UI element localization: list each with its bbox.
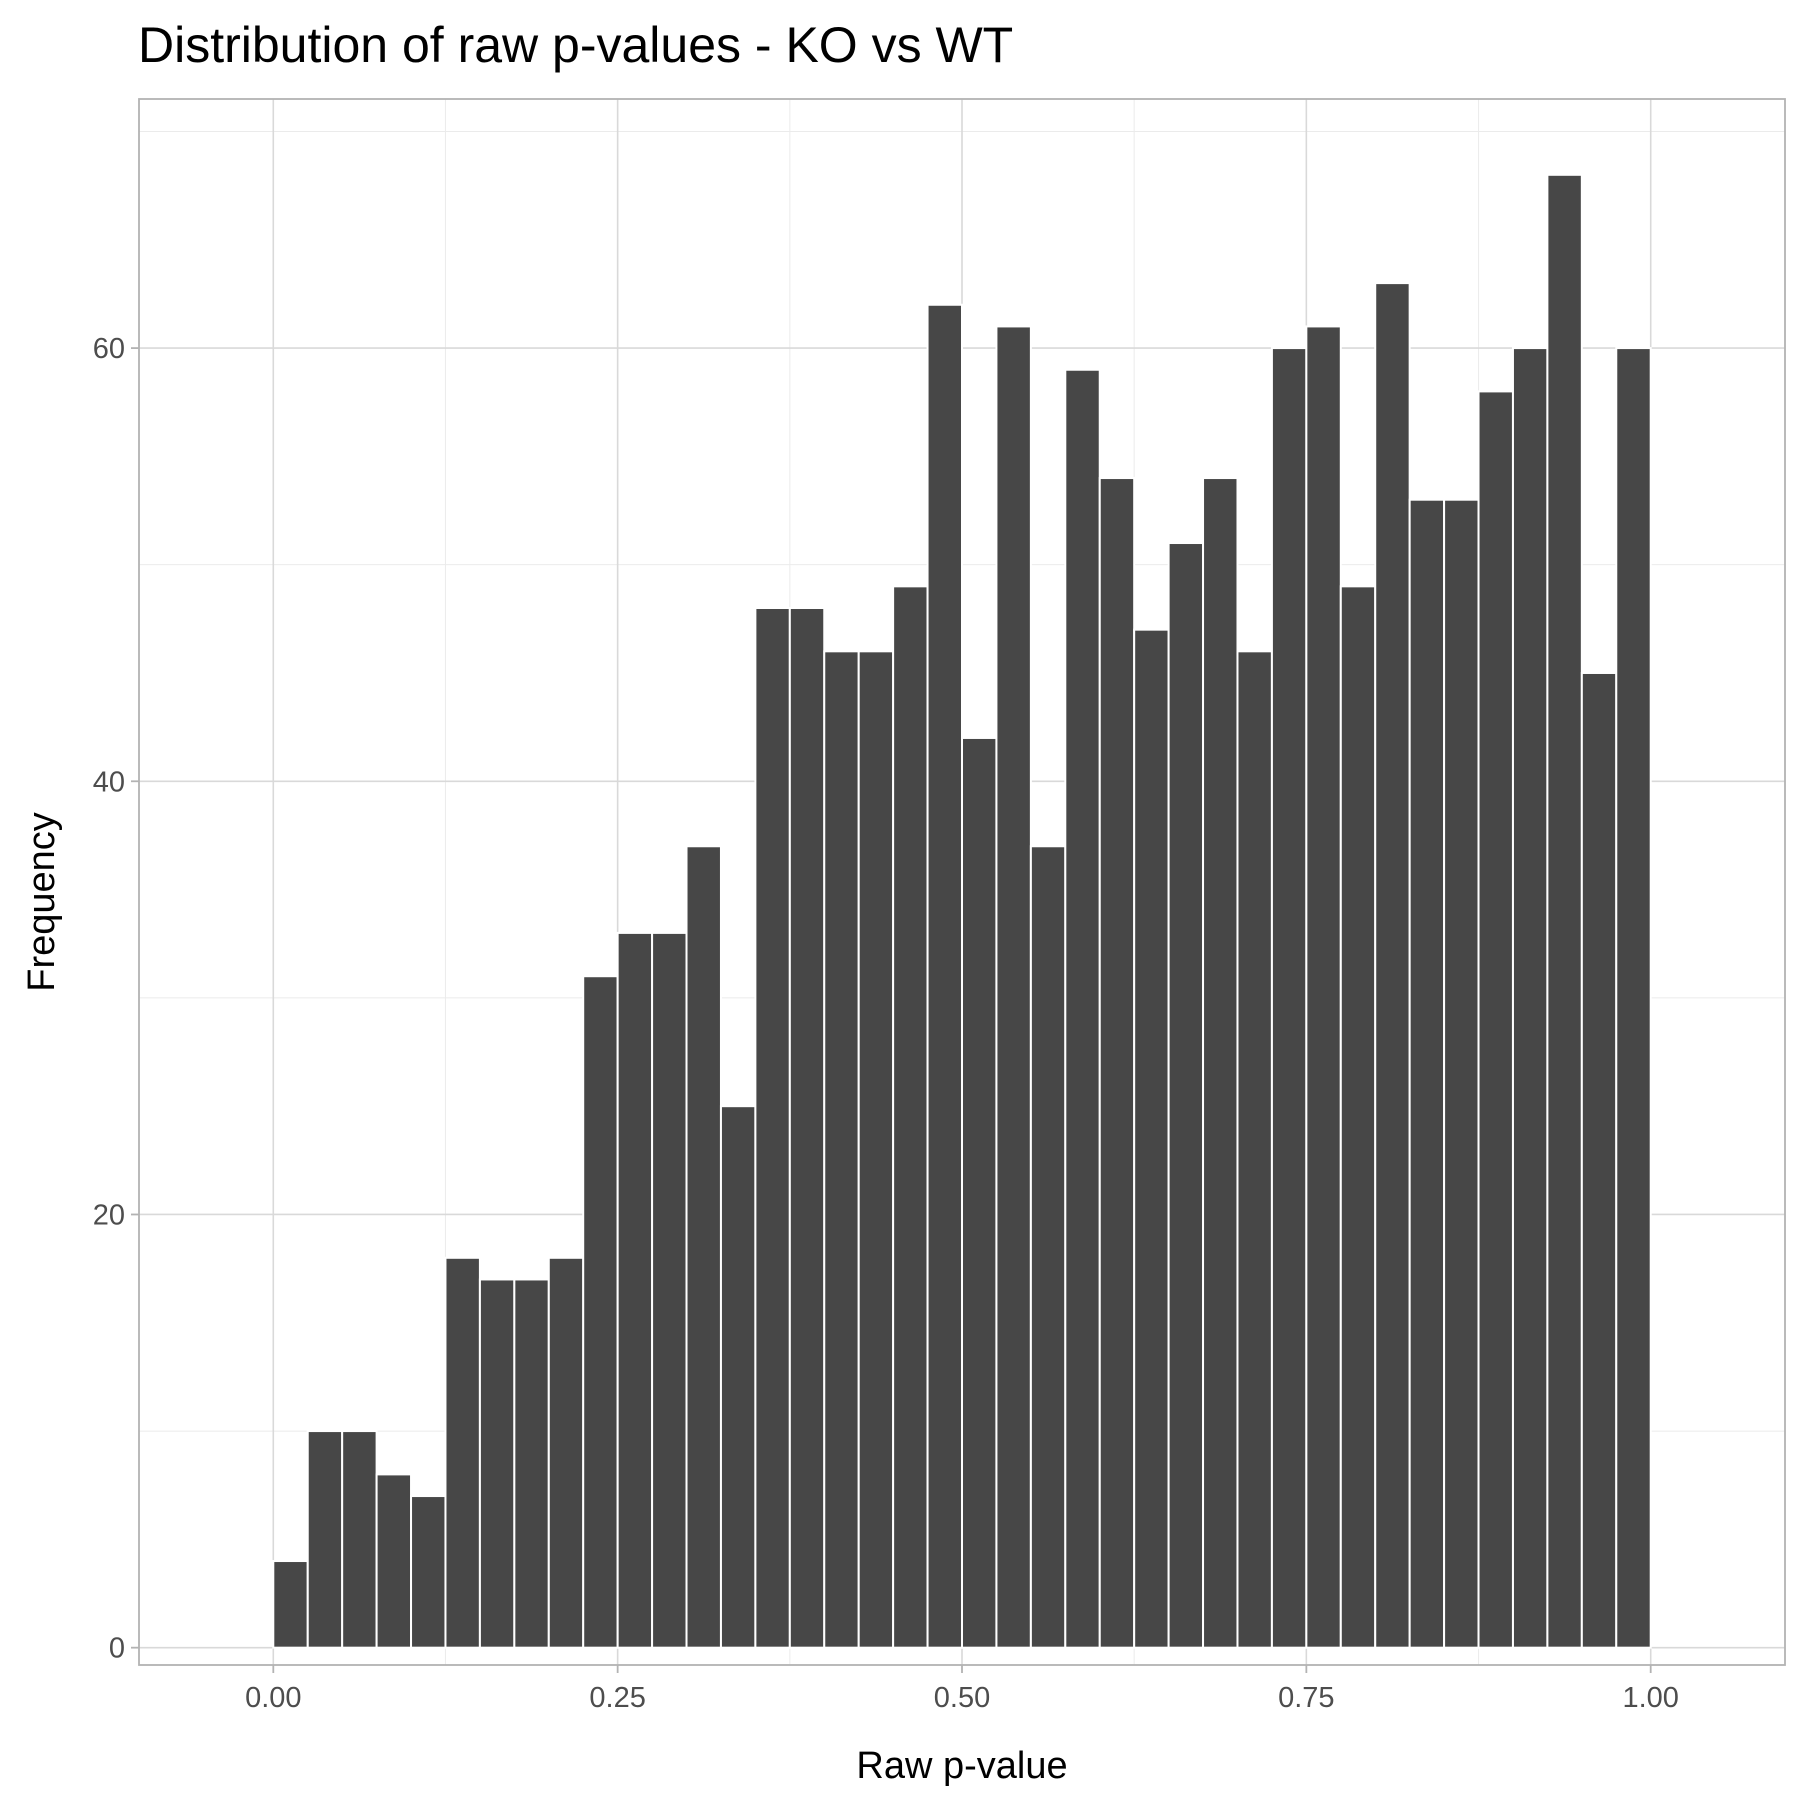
x-tick-label: 0.25 <box>589 1682 645 1714</box>
bar <box>478 1278 516 1649</box>
y-tick-label: 60 <box>93 333 125 365</box>
bar <box>547 1256 585 1649</box>
bar <box>1615 347 1652 1649</box>
bar <box>272 1560 309 1649</box>
bar <box>1270 347 1308 1649</box>
bar <box>1580 671 1618 1649</box>
x-axis: 0.00 0.25 0.50 0.75 1.00 <box>245 1665 1679 1714</box>
bar <box>1133 628 1170 1649</box>
bar <box>1511 347 1549 1649</box>
bar <box>306 1430 344 1649</box>
bar <box>823 650 860 1649</box>
bar <box>1374 282 1411 1649</box>
bar <box>651 931 688 1649</box>
bar <box>788 607 826 1649</box>
x-tick-label: 1.00 <box>1622 1682 1678 1714</box>
bars-group <box>272 173 1652 1649</box>
bar <box>341 1430 378 1649</box>
bar <box>1477 390 1514 1649</box>
bar <box>719 1105 757 1649</box>
bar <box>1098 477 1136 1649</box>
bar <box>410 1495 447 1649</box>
bar <box>1029 845 1067 1649</box>
x-axis-title: Raw p-value <box>856 1745 1067 1787</box>
bar <box>375 1473 413 1649</box>
bar <box>995 325 1032 1649</box>
y-tick-label: 0 <box>109 1633 125 1665</box>
bar <box>857 650 895 1649</box>
bar <box>926 303 964 1649</box>
y-tick-label: 20 <box>93 1199 125 1231</box>
x-tick-label: 0.50 <box>934 1682 990 1714</box>
bar <box>685 845 722 1649</box>
y-axis-title: Frequency <box>21 812 63 992</box>
bar <box>1339 585 1377 1649</box>
y-tick-label: 40 <box>93 766 125 798</box>
bar <box>513 1278 550 1649</box>
bar <box>1408 498 1446 1649</box>
bar <box>892 585 929 1649</box>
bar <box>754 607 791 1649</box>
x-tick-label: 0.75 <box>1278 1682 1334 1714</box>
bar <box>1443 498 1480 1649</box>
x-tick-label: 0.00 <box>245 1682 301 1714</box>
bar <box>1202 477 1239 1649</box>
bar <box>582 975 619 1649</box>
chart-title: Distribution of raw p-values - KO vs WT <box>138 17 1013 73</box>
bar <box>1064 368 1101 1649</box>
bar <box>961 736 998 1649</box>
bar <box>616 931 654 1649</box>
bar <box>1236 650 1273 1649</box>
bar <box>444 1256 481 1649</box>
y-axis: 0 20 40 60 <box>93 333 139 1665</box>
bar <box>1546 173 1583 1649</box>
bar <box>1167 542 1205 1649</box>
bar <box>1305 325 1342 1649</box>
